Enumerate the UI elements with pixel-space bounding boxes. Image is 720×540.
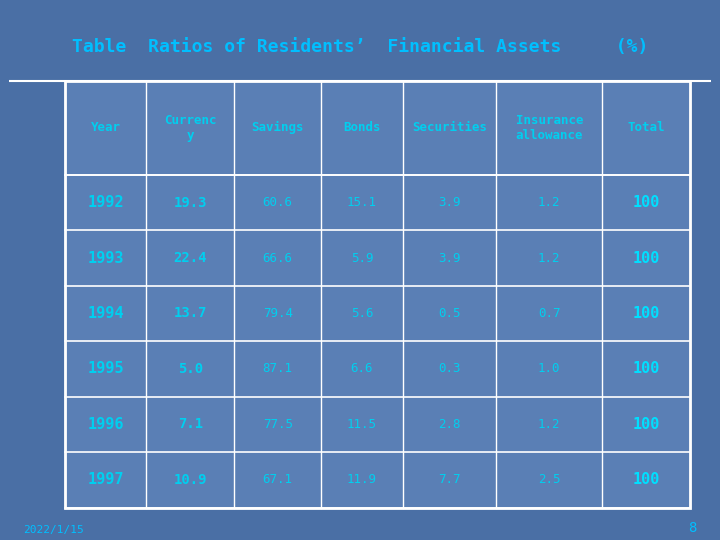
Text: 100: 100 (632, 251, 660, 266)
FancyBboxPatch shape (66, 81, 690, 508)
Text: 1993: 1993 (88, 251, 124, 266)
Text: 3.9: 3.9 (438, 252, 461, 265)
Text: 100: 100 (632, 472, 660, 488)
Text: 5.0: 5.0 (178, 362, 203, 376)
Text: 67.1: 67.1 (263, 474, 292, 487)
Text: 15.1: 15.1 (347, 196, 377, 209)
Text: 2.5: 2.5 (538, 474, 560, 487)
Text: 60.6: 60.6 (263, 196, 292, 209)
Text: 1.2: 1.2 (538, 252, 560, 265)
Text: 77.5: 77.5 (263, 418, 292, 431)
Text: 1.2: 1.2 (538, 196, 560, 209)
Text: 8: 8 (688, 521, 697, 535)
Text: Table  Ratios of Residents’  Financial Assets     (%): Table Ratios of Residents’ Financial Ass… (72, 38, 648, 56)
Text: 3.9: 3.9 (438, 196, 461, 209)
Text: 100: 100 (632, 195, 660, 210)
Text: 2.8: 2.8 (438, 418, 461, 431)
Text: 100: 100 (632, 417, 660, 432)
Text: 13.7: 13.7 (174, 307, 207, 321)
Text: 0.5: 0.5 (438, 307, 461, 320)
Text: 11.9: 11.9 (347, 474, 377, 487)
Text: 79.4: 79.4 (263, 307, 292, 320)
Text: 1995: 1995 (88, 361, 124, 376)
Text: 100: 100 (632, 361, 660, 376)
Text: 66.6: 66.6 (263, 252, 292, 265)
Text: Savings: Savings (251, 122, 304, 134)
Text: Bonds: Bonds (343, 122, 381, 134)
Text: 1994: 1994 (88, 306, 124, 321)
Text: Total: Total (627, 122, 665, 134)
Text: 1992: 1992 (88, 195, 124, 210)
Text: 87.1: 87.1 (263, 362, 292, 375)
Text: 1.2: 1.2 (538, 418, 560, 431)
Text: 10.9: 10.9 (174, 473, 207, 487)
Text: 1996: 1996 (88, 417, 124, 432)
Text: 5.9: 5.9 (351, 252, 373, 265)
Text: 0.3: 0.3 (438, 362, 461, 375)
Text: 100: 100 (632, 306, 660, 321)
Text: Currenc
y: Currenc y (164, 114, 217, 142)
Text: 22.4: 22.4 (174, 251, 207, 265)
Text: 7.1: 7.1 (178, 417, 203, 431)
Text: 6.6: 6.6 (351, 362, 373, 375)
Text: 19.3: 19.3 (174, 195, 207, 210)
Text: 1.0: 1.0 (538, 362, 560, 375)
Text: 2022/1/15: 2022/1/15 (23, 524, 84, 535)
Text: 11.5: 11.5 (347, 418, 377, 431)
Text: Insurance
allowance: Insurance allowance (516, 114, 583, 142)
Text: Year: Year (91, 122, 121, 134)
Text: 0.7: 0.7 (538, 307, 560, 320)
Text: Securities: Securities (412, 122, 487, 134)
Text: 1997: 1997 (88, 472, 124, 488)
Text: 7.7: 7.7 (438, 474, 461, 487)
Text: 5.6: 5.6 (351, 307, 373, 320)
